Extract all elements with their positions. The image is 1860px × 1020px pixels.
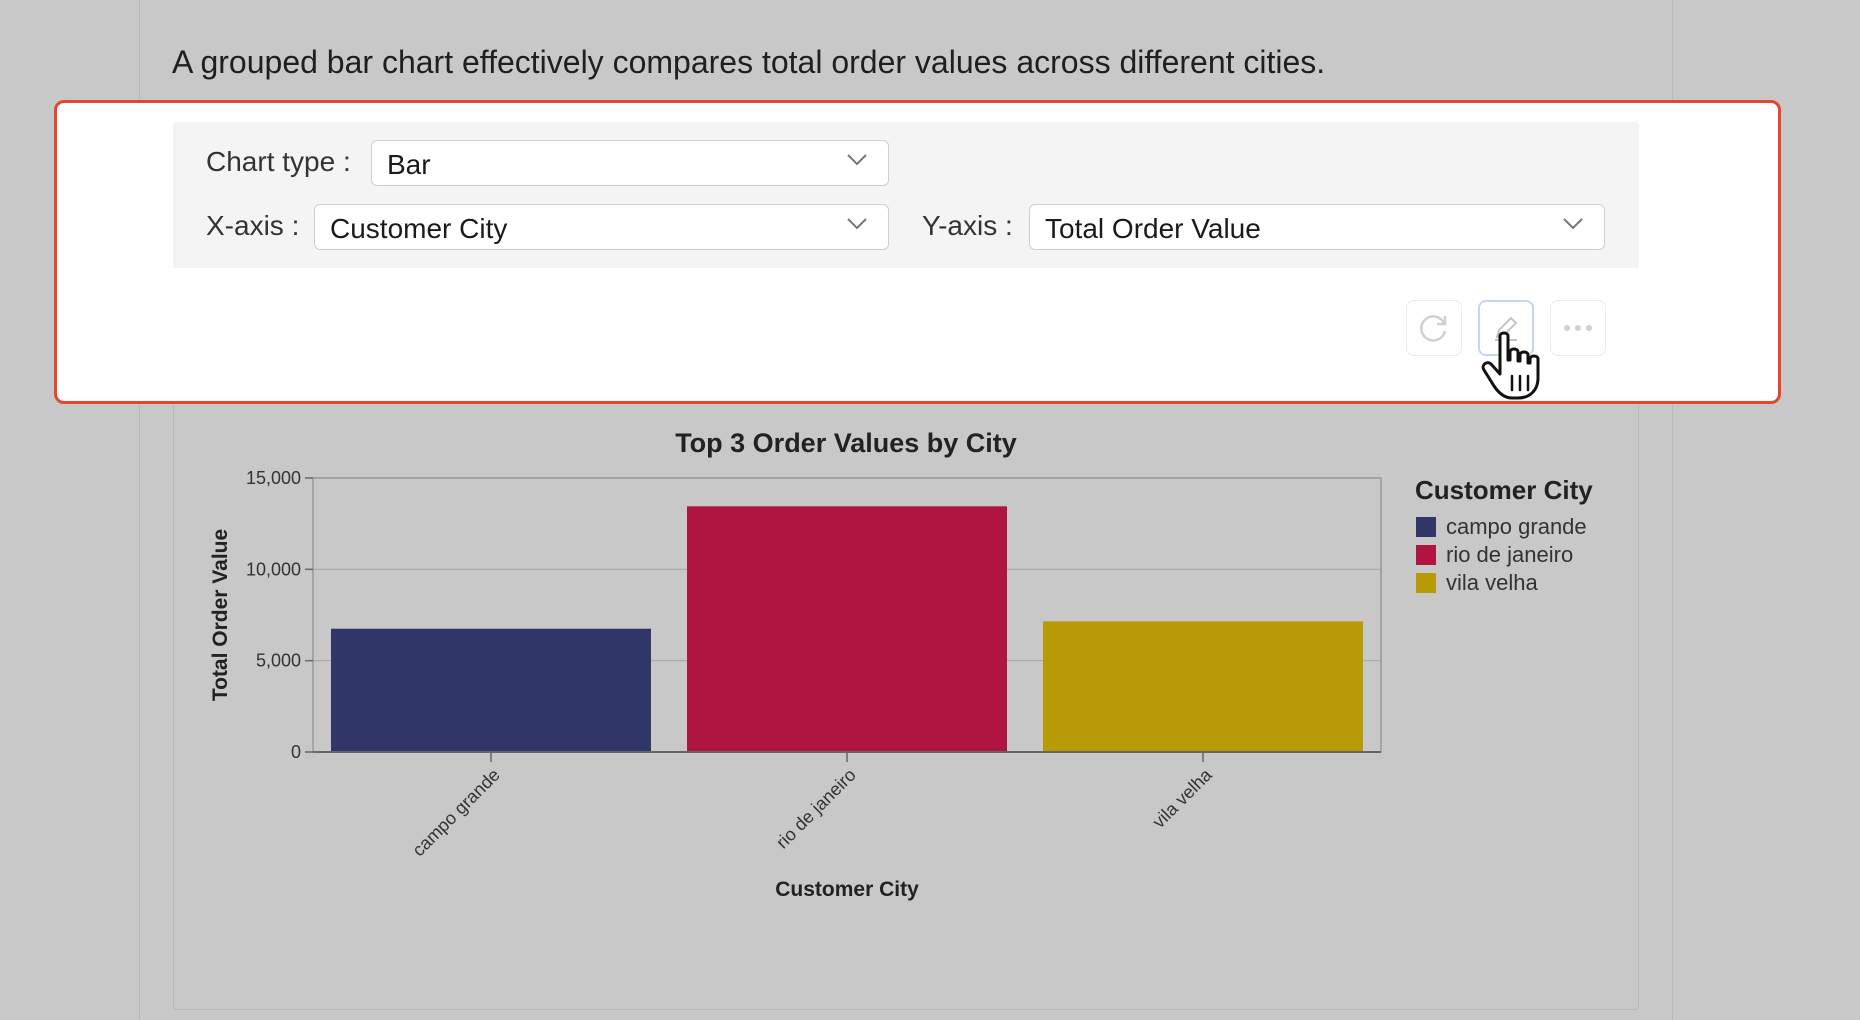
y-tick-label: 5,000 xyxy=(256,651,301,671)
chevron-down-icon xyxy=(847,154,867,166)
chart-title: Top 3 Order Values by City xyxy=(675,428,1017,458)
y-tick-label: 15,000 xyxy=(246,468,301,488)
legend-entry: campo grande xyxy=(1446,514,1587,539)
refresh-button[interactable] xyxy=(1406,300,1462,356)
bar-campo-grande xyxy=(331,628,651,752)
x-axis-select[interactable]: Customer City xyxy=(314,204,889,250)
y-tick-label: 10,000 xyxy=(246,559,301,579)
x-axis-title: Customer City xyxy=(775,878,919,901)
bar-chart: Top 3 Order Values by City 0 5,000 10,000 1… xyxy=(209,428,1593,901)
x-axis-label: X-axis : xyxy=(206,210,300,241)
legend-entry: rio de janeiro xyxy=(1446,542,1573,567)
more-icon xyxy=(1564,325,1592,331)
x-tick-label: campo grande xyxy=(408,765,504,861)
y-axis-select[interactable]: Total Order Value xyxy=(1029,204,1605,250)
column-guide-left xyxy=(139,0,140,1020)
chart-type-select[interactable]: Bar xyxy=(371,140,889,186)
bar-vila-velha xyxy=(1043,621,1363,752)
chart-type-label: Chart type : xyxy=(206,146,351,177)
refresh-icon xyxy=(1420,315,1447,342)
hand-cursor-icon xyxy=(1481,331,1540,400)
chevron-down-icon xyxy=(847,218,867,230)
y-axis-title: Total Order Value xyxy=(209,529,232,701)
chevron-down-icon xyxy=(1563,218,1583,230)
chart-config-panel: Chart type : Bar X-axis : Customer City … xyxy=(173,122,1639,268)
legend-title: Customer City xyxy=(1415,475,1593,505)
chart-type-value: Bar xyxy=(387,149,431,180)
legend-swatch xyxy=(1416,573,1436,593)
legend-swatch xyxy=(1416,517,1436,537)
x-tick-label: vila velha xyxy=(1149,764,1217,832)
bar-rio-de-janeiro xyxy=(687,506,1007,752)
y-axis-label: Y-axis : xyxy=(922,210,1013,241)
column-guide-right xyxy=(1672,0,1673,1020)
intro-text: A grouped bar chart effectively compares… xyxy=(172,44,1326,80)
legend-swatch xyxy=(1416,545,1436,565)
y-tick-label: 0 xyxy=(291,742,301,762)
y-axis-value: Total Order Value xyxy=(1045,213,1261,244)
more-options-button[interactable] xyxy=(1550,300,1606,356)
x-axis-value: Customer City xyxy=(330,213,508,244)
legend-entry: vila velha xyxy=(1446,570,1538,595)
x-tick-label: rio de janeiro xyxy=(772,765,860,853)
